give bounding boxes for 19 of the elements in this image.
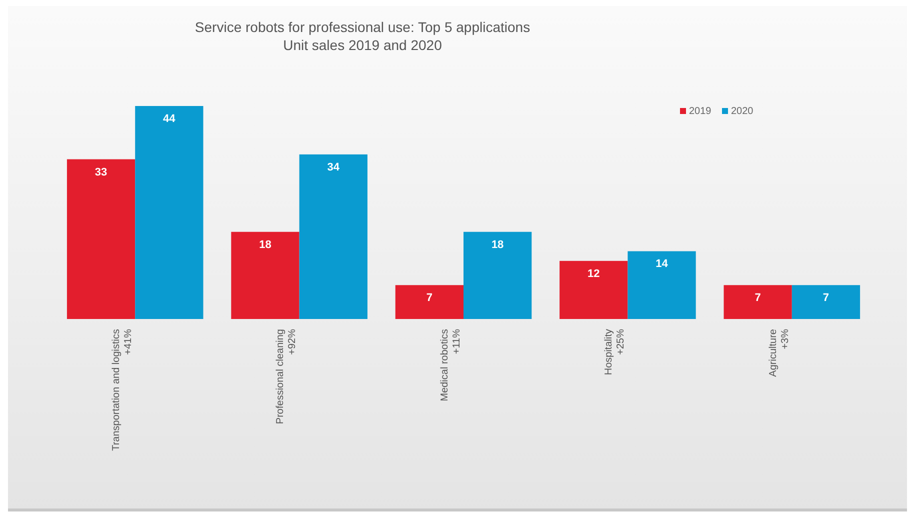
chart-title: Service robots for professional use: Top 5 applications — [194, 19, 530, 35]
x-tick-label: Medical robotics +11% — [439, 328, 462, 402]
data-label: 7 — [426, 292, 432, 304]
chart-subtitle: Unit sales 2019 and 2020 — [283, 37, 442, 53]
x-tick-label: Transportation and logistics +41% — [110, 328, 134, 451]
x-tick-label: Professional cleaning +92% — [275, 328, 298, 424]
data-label: 44 — [163, 113, 176, 125]
data-label: 12 — [588, 268, 600, 280]
data-label: 34 — [327, 161, 340, 174]
data-label: 14 — [656, 258, 669, 270]
data-label: 7 — [754, 292, 761, 304]
x-tick-label: Hospitality +25% — [604, 328, 627, 376]
data-label: 18 — [491, 238, 504, 251]
legend-label: 2020 — [731, 106, 754, 117]
data-label: 18 — [259, 238, 272, 251]
legend-label: 2019 — [689, 106, 712, 117]
data-label: 33 — [94, 166, 108, 178]
x-tick-label: Agriculture +3% — [768, 328, 791, 377]
data-label: 7 — [822, 292, 830, 304]
